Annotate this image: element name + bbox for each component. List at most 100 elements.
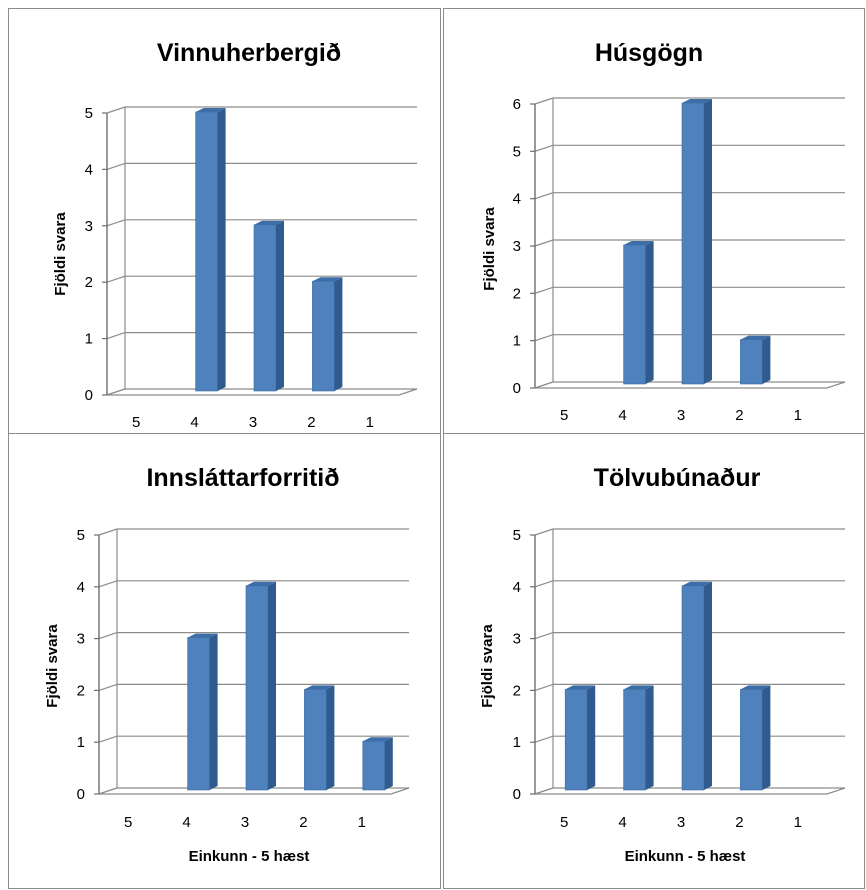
bar-front — [304, 689, 327, 791]
bar-top — [195, 108, 226, 112]
y-tick-label: 6 — [513, 96, 521, 113]
chart-floor — [534, 787, 846, 795]
bar — [304, 685, 335, 791]
gridline-depth — [106, 162, 126, 170]
bar-front — [253, 224, 277, 392]
bar — [681, 581, 712, 791]
y-tick-label: 1 — [513, 333, 521, 350]
bar-front — [362, 740, 386, 791]
chart-panel-innslattarforritid: Innsláttarforritið 0 1 2 3 4 5 5 4 3 2 1 Fjöldi svar… — [8, 433, 441, 889]
gridline-depth — [98, 683, 118, 691]
x-tick-label: 1 — [358, 814, 366, 831]
gridline-depth — [106, 106, 126, 114]
chart-svg: Vinnuherbergið 0 1 2 3 4 5 5 4 3 2 1 Fjöldi svara — [52, 39, 418, 431]
y-tick-label: 2 — [513, 682, 521, 699]
gridline-depth — [98, 632, 118, 640]
chart-title: Innsláttarforritið — [146, 464, 339, 492]
x-tick-label: 3 — [677, 407, 685, 424]
bar-side — [704, 581, 712, 790]
gridline-depth — [98, 528, 118, 536]
bar-front — [312, 280, 335, 392]
x-tick-label: 3 — [241, 814, 249, 831]
x-tick-label: 5 — [132, 414, 140, 431]
bar-front — [195, 111, 218, 392]
x-tick-label: 1 — [794, 407, 802, 424]
bar-side — [268, 581, 276, 790]
bar — [623, 241, 654, 385]
y-axis-label: Fjöldi svara — [479, 624, 496, 708]
y-tick-label: 4 — [77, 579, 85, 596]
chart-floor — [534, 381, 846, 389]
x-tick-label: 5 — [560, 407, 568, 424]
bar-side — [704, 99, 712, 384]
bar-front — [681, 585, 705, 791]
gridline-depth — [534, 580, 554, 588]
bar-top — [682, 99, 712, 103]
x-tick-label: 1 — [794, 814, 802, 831]
y-tick-label: 4 — [85, 161, 93, 178]
y-tick-label: 5 — [85, 105, 93, 122]
y-tick-label: 3 — [513, 631, 521, 648]
x-tick-label: 4 — [182, 814, 190, 831]
bar-front — [740, 339, 763, 385]
chart-title: Vinnuherbergið — [157, 39, 341, 67]
y-tick-label: 0 — [77, 786, 85, 803]
x-axis-label: Einkunn - 5 hæst — [625, 848, 746, 865]
bar-front — [564, 689, 588, 791]
x-tick-label: 3 — [677, 814, 685, 831]
bar-side — [217, 108, 226, 391]
bar-front — [740, 689, 763, 791]
y-tick-label: 4 — [513, 191, 521, 208]
x-tick-label: 1 — [366, 414, 374, 431]
gridline-depth — [534, 144, 554, 152]
gridline-depth — [534, 683, 554, 691]
y-tick-label: 2 — [77, 682, 85, 699]
gridline-depth — [98, 735, 118, 743]
y-axis-label: Fjöldi svara — [52, 212, 69, 296]
x-tick-label: 2 — [735, 407, 743, 424]
x-tick-label: 5 — [124, 814, 132, 831]
gridline-depth — [106, 332, 126, 340]
gridline-depth — [534, 735, 554, 743]
gridline-depth — [534, 97, 554, 105]
x-axis-label: Einkunn - 5 hæst — [189, 848, 310, 865]
chart-title: Húsgögn — [595, 39, 703, 67]
bar — [187, 633, 218, 791]
bar — [362, 737, 393, 791]
bar-front — [187, 637, 210, 791]
bar-top — [740, 685, 771, 690]
chart-svg: Innsláttarforritið 0 1 2 3 4 5 5 4 3 2 1 Fjöldi svar… — [44, 464, 410, 865]
x-tick-label: 4 — [618, 814, 626, 831]
bar-side — [587, 685, 596, 790]
x-tick-label: 2 — [299, 814, 307, 831]
gridline-depth — [534, 286, 554, 294]
bar-top — [254, 220, 284, 225]
gridline-depth — [534, 528, 554, 536]
bar-front — [623, 244, 646, 385]
bar-side — [276, 220, 284, 391]
x-tick-label: 4 — [618, 407, 626, 424]
y-tick-label: 5 — [513, 527, 521, 544]
bar-top — [304, 685, 335, 690]
y-tick-label: 0 — [513, 786, 521, 803]
bar-side — [384, 737, 393, 790]
chart-floor — [98, 787, 410, 795]
gridline-depth — [534, 239, 554, 247]
bar-front — [623, 689, 646, 791]
y-tick-label: 4 — [513, 579, 521, 596]
bar — [681, 99, 712, 385]
bar — [195, 108, 226, 392]
bar-side — [209, 633, 218, 790]
x-tick-label: 4 — [190, 414, 198, 431]
y-tick-label: 3 — [513, 238, 521, 255]
chart-svg: Húsgögn 0 1 2 3 4 5 6 5 4 3 2 1 Fjöldi svara — [481, 39, 846, 424]
y-tick-label: 1 — [85, 331, 93, 348]
bar-top — [740, 335, 771, 340]
gridline-depth — [534, 334, 554, 342]
y-tick-label: 1 — [513, 734, 521, 751]
gridline-depth — [106, 219, 126, 227]
gridline-depth — [534, 632, 554, 640]
y-tick-label: 5 — [77, 527, 85, 544]
y-tick-label: 3 — [77, 631, 85, 648]
